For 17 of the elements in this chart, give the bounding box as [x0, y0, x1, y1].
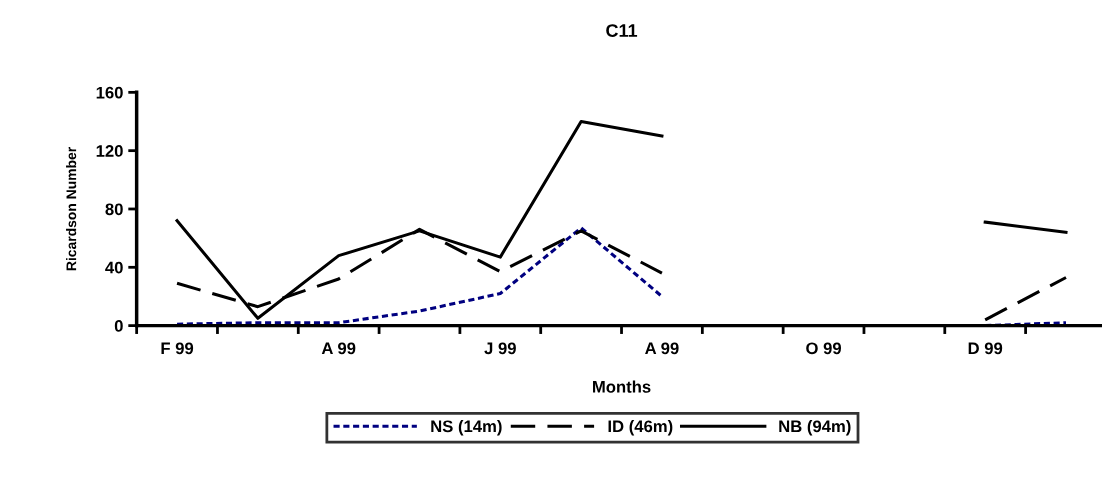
x-tick-label: D 99 — [968, 342, 1003, 355]
y-tick-label: 80 — [105, 203, 123, 216]
x-tick-label: F 99 — [161, 342, 194, 355]
x-axis-title: Months — [593, 380, 651, 393]
x-tick-label: A 99 — [321, 342, 356, 355]
x-tick-label: J 99 — [484, 342, 516, 355]
x-tick-label: O 99 — [806, 342, 842, 355]
y-tick-label: 120 — [96, 145, 123, 157]
y-tick-label: 40 — [105, 261, 123, 274]
y-tick-label: 160 — [96, 86, 123, 99]
legend-label: NB (94m) — [779, 419, 851, 436]
legend-label: NS (14m) — [431, 419, 502, 436]
x-tick-label: A 99 — [645, 342, 679, 355]
y-tick-label: 0 — [114, 320, 123, 332]
legend-label: ID (46m) — [608, 419, 673, 436]
y-axis-title: Ricardson Number — [66, 147, 77, 271]
chart-title: C11 — [606, 24, 638, 37]
